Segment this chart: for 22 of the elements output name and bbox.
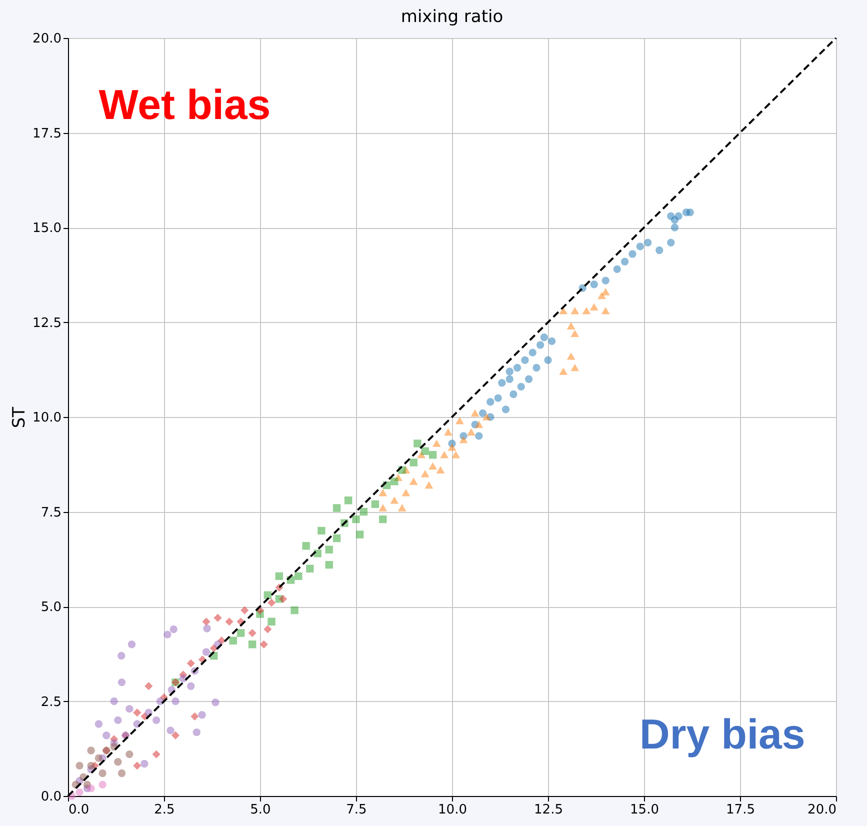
x-tick-label: 7.5 [346,802,367,818]
x-tick-label: 12.5 [534,802,563,818]
x-tick-label: 2.5 [154,802,175,818]
y-tick-label: 15.0 [32,221,62,236]
y-tick-label: 20.0 [32,32,62,46]
chart-title: mixing ratio [400,7,504,27]
x-tick-label: 5.0 [250,802,271,818]
y-tick-label: 17.5 [32,126,62,142]
x-tick-label: 0.0 [68,802,90,818]
y-tick-label: 12.5 [32,316,62,331]
y-tick-label: 7.5 [40,505,62,520]
y-tick-label: 10.0 [32,410,62,426]
x-tick-label: 17.5 [726,802,755,818]
y-tick-label: 2.5 [40,694,62,710]
annotation: Dry bias [640,710,806,758]
x-tick-label: 20.0 [808,802,836,818]
x-tick-label: 15.0 [630,802,659,818]
y-axis-title: ST [10,406,30,428]
y-tick-label: 0.0 [40,790,62,804]
y-tick-label: 5.0 [40,600,62,615]
annotation: Wet bias [98,81,271,128]
x-tick-label: 10.0 [438,802,467,818]
